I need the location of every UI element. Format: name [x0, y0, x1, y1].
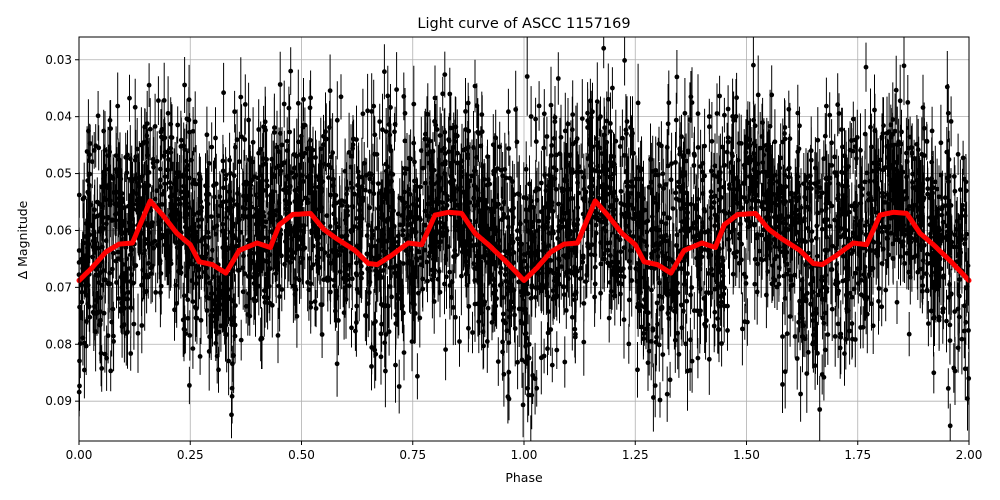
x-tick-label: 1.25 — [622, 448, 649, 462]
chart-title: Light curve of ASCC 1157169 — [417, 16, 630, 32]
model-curve — [76, 198, 972, 283]
x-tick-label: 2.00 — [956, 448, 983, 462]
x-tick-label: 1.75 — [844, 448, 871, 462]
x-axis-ticks: 0.00 0.25 0.50 0.75 1.00 1.25 1.50 1.75 2.00 — [66, 441, 983, 462]
y-tick-label: 0.05 — [45, 167, 72, 181]
observation-points — [76, 37, 972, 441]
x-tick-label: 0.25 — [177, 448, 204, 462]
x-tick-label: 0.75 — [399, 448, 426, 462]
x-tick-label: 1.00 — [511, 448, 538, 462]
x-axis-label: Phase — [505, 470, 543, 485]
y-tick-label: 0.03 — [45, 53, 72, 67]
y-tick-label: 0.04 — [45, 110, 72, 124]
y-tick-label: 0.06 — [45, 223, 72, 237]
y-tick-label: 0.09 — [45, 394, 72, 408]
y-axis-label: Δ Magnitude — [15, 200, 30, 279]
x-tick-label: 0.50 — [288, 448, 315, 462]
x-tick-label: 1.50 — [733, 448, 760, 462]
x-tick-label: 0.00 — [66, 448, 93, 462]
y-axis-ticks: 0.03 0.04 0.05 0.06 0.07 0.08 0.09 — [45, 53, 79, 408]
y-tick-label: 0.08 — [45, 337, 72, 351]
y-tick-label: 0.07 — [45, 280, 72, 294]
